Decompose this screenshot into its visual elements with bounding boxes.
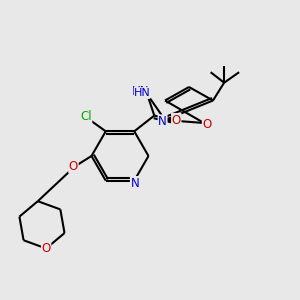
Text: O: O — [41, 242, 51, 255]
Text: O: O — [172, 113, 181, 127]
Text: N: N — [158, 115, 167, 128]
Text: O: O — [202, 118, 211, 131]
Text: O: O — [69, 160, 78, 173]
Text: N: N — [130, 177, 139, 190]
Text: HN: HN — [134, 88, 151, 98]
Text: Cl: Cl — [80, 110, 92, 123]
Text: HN: HN — [132, 85, 149, 98]
